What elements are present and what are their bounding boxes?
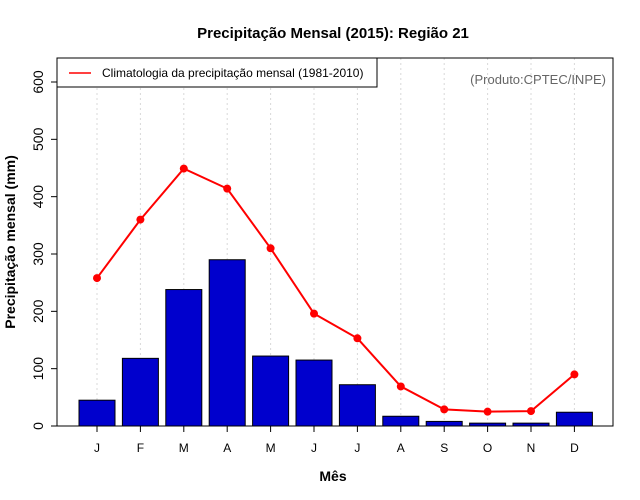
climatology-point-8 bbox=[396, 382, 405, 391]
x-tick-label: S bbox=[440, 441, 448, 455]
bar-3 bbox=[165, 289, 203, 427]
bar-series bbox=[78, 259, 593, 427]
chart-title: Precipitação Mensal (2015): Região 21 bbox=[197, 25, 469, 42]
climatology-point-2 bbox=[136, 215, 145, 224]
bar-6 bbox=[295, 359, 333, 427]
climatology-point-12 bbox=[570, 370, 579, 379]
bar-5 bbox=[252, 355, 290, 427]
x-tick-label: J bbox=[354, 441, 360, 455]
x-tick-label: J bbox=[94, 441, 100, 455]
bar-2 bbox=[121, 357, 159, 427]
legend-entry-climatology: Climatologia da precipitação mensal (198… bbox=[102, 66, 363, 80]
x-tick-label: F bbox=[137, 441, 144, 455]
climatology-point-4 bbox=[223, 184, 232, 193]
x-tick-label: O bbox=[483, 441, 492, 455]
climatology-point-5 bbox=[266, 244, 275, 253]
bar-4 bbox=[208, 259, 246, 427]
bar-12 bbox=[555, 411, 593, 427]
climatology-point-6 bbox=[310, 309, 318, 318]
y-tick-label: 500 bbox=[30, 127, 46, 151]
climatology-line-series bbox=[93, 164, 579, 416]
climatology-point-9 bbox=[440, 405, 449, 414]
climatology-point-11 bbox=[527, 407, 535, 416]
y-axis-title: Precipitação mensal (mm) bbox=[2, 155, 18, 329]
bar-7 bbox=[338, 384, 376, 427]
x-tick-label: D bbox=[570, 441, 579, 455]
y-axis: 0 100 200 300 400 500 600 bbox=[30, 70, 57, 430]
credit-text: (Produto:CPTEC/INPE) bbox=[470, 72, 606, 87]
y-tick-label: 200 bbox=[30, 299, 46, 323]
bar-9 bbox=[425, 420, 463, 427]
bar-8 bbox=[382, 415, 420, 427]
bar-1 bbox=[78, 399, 116, 427]
x-tick-label: A bbox=[223, 441, 231, 455]
climatology-point-10 bbox=[483, 407, 492, 416]
legend-box bbox=[56, 57, 378, 88]
x-tick-label: M bbox=[179, 441, 189, 455]
legend: Climatologia da precipitação mensal (198… bbox=[56, 57, 378, 88]
x-tick-label: M bbox=[266, 441, 276, 455]
y-tick-label: 400 bbox=[30, 185, 46, 209]
x-axis-title: Mês bbox=[319, 468, 346, 484]
y-tick-label: 600 bbox=[30, 70, 46, 94]
y-tick-label: 0 bbox=[30, 422, 46, 430]
x-tick-label: N bbox=[527, 441, 536, 455]
climatology-point-7 bbox=[353, 334, 362, 343]
climatology-point-3 bbox=[179, 164, 188, 173]
climatology-line bbox=[96, 167, 576, 413]
y-tick-label: 100 bbox=[30, 357, 46, 381]
y-tick-label: 300 bbox=[30, 242, 46, 266]
climatology-point-1 bbox=[93, 274, 101, 283]
x-tick-label: A bbox=[397, 441, 405, 455]
x-tick-label: J bbox=[311, 441, 317, 455]
